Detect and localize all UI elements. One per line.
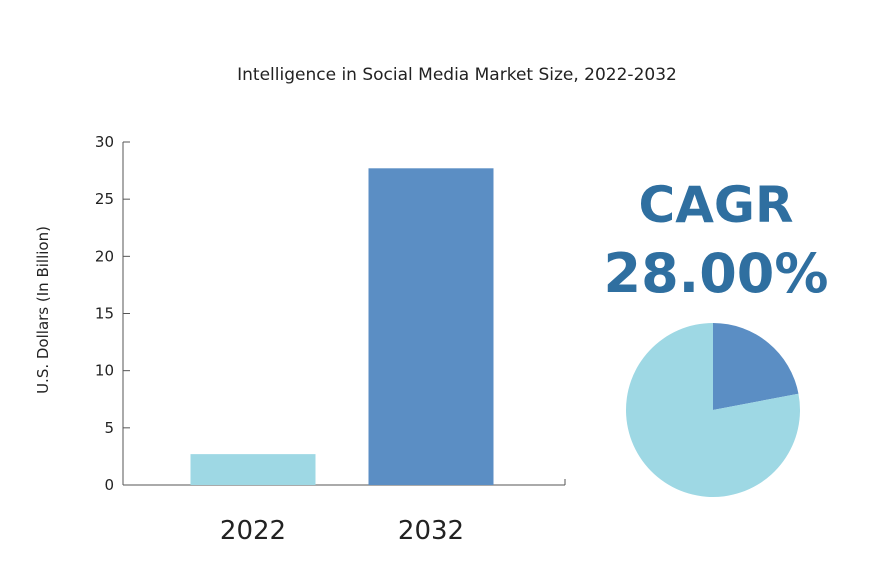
bars: 2022 2032 bbox=[190, 168, 494, 546]
bar-2032 bbox=[368, 168, 494, 485]
pie-slice-1 bbox=[626, 323, 800, 497]
pie-slice-0 bbox=[713, 323, 799, 410]
chart-title: Intelligence in Social Media Market Size… bbox=[237, 65, 677, 85]
x-category-label: 2022 bbox=[220, 516, 286, 546]
y-tick-label: 30 bbox=[95, 133, 114, 151]
y-tick-label: 10 bbox=[95, 362, 114, 380]
axes: 0 5 10 15 20 25 30 bbox=[95, 133, 566, 494]
y-tick-label: 25 bbox=[95, 190, 114, 208]
y-tick-label: 15 bbox=[95, 305, 114, 323]
cagr-title: CAGR bbox=[639, 176, 794, 234]
y-tick-label: 5 bbox=[104, 419, 114, 437]
y-axis-label: U.S. Dollars (In Billion) bbox=[34, 226, 52, 394]
cagr-value: 28.00% bbox=[604, 242, 829, 305]
y-tick-label: 20 bbox=[95, 247, 114, 265]
bar-2022 bbox=[190, 454, 316, 485]
y-tick-label: 0 bbox=[104, 476, 114, 494]
cagr-pie bbox=[626, 323, 800, 497]
x-category-label: 2032 bbox=[398, 516, 464, 546]
